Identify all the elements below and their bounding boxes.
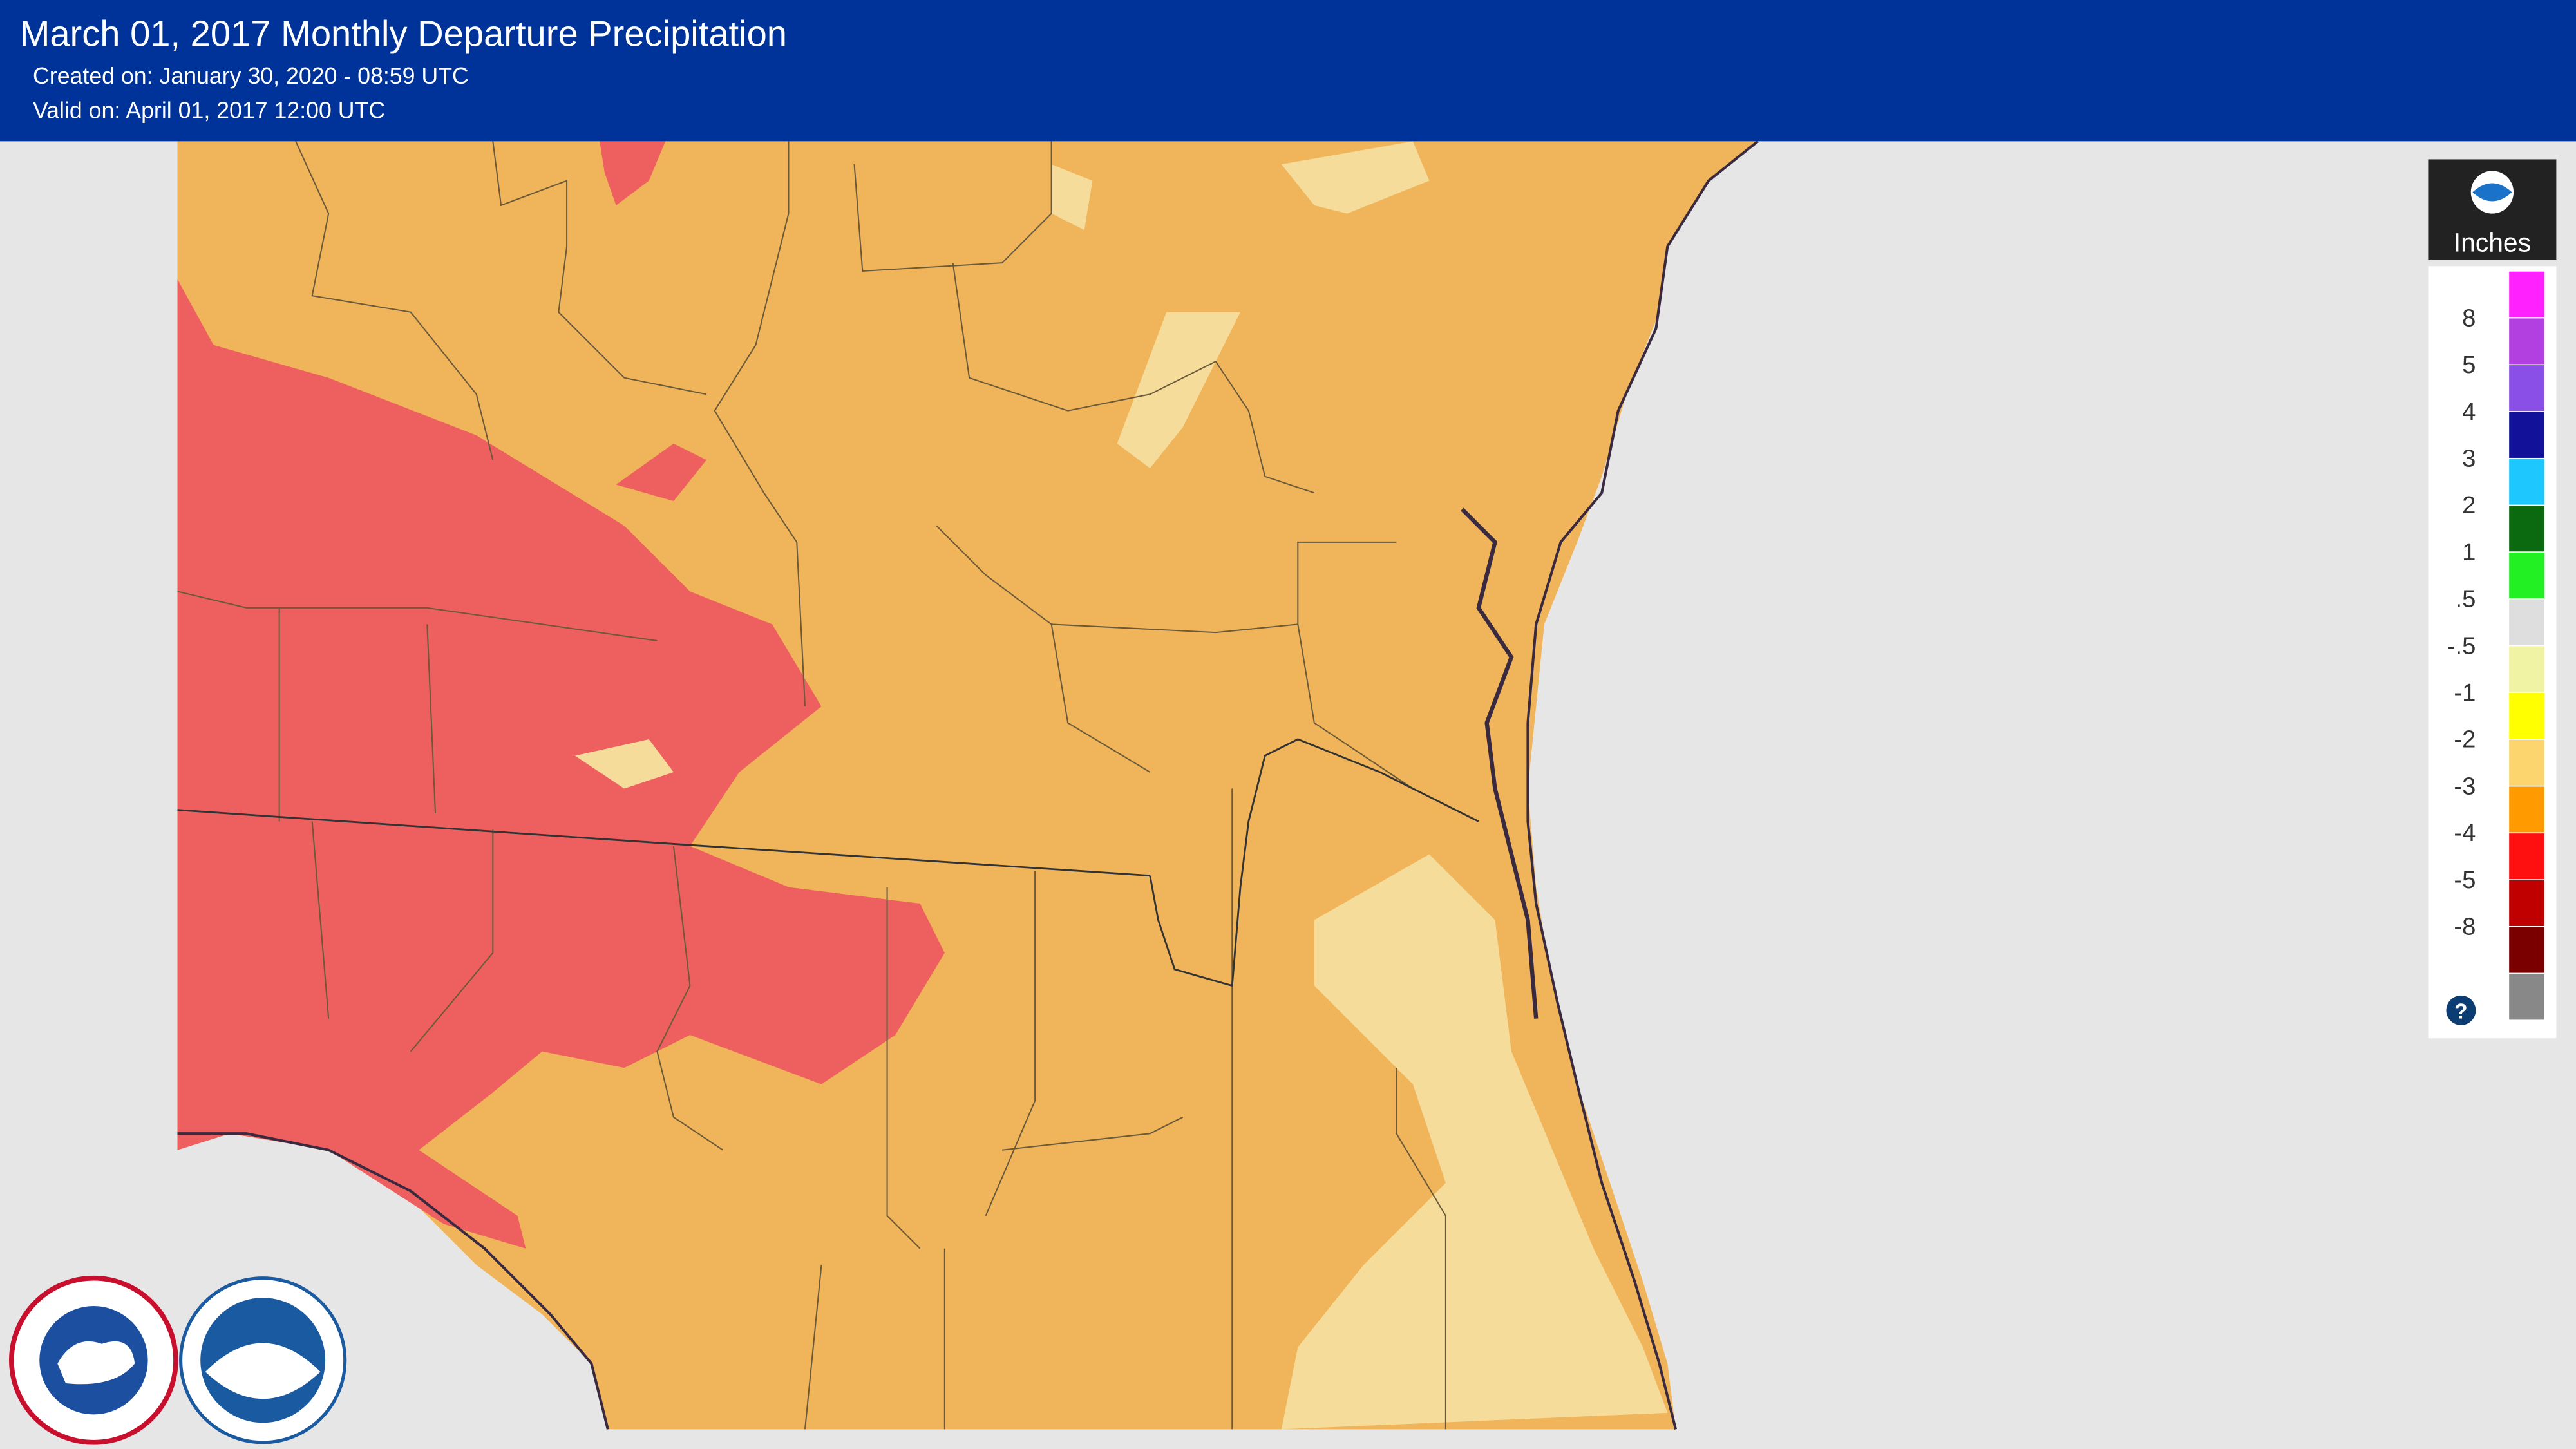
legend-swatch bbox=[2508, 270, 2546, 319]
legend-swatch bbox=[2508, 879, 2546, 927]
near-normal-area bbox=[1051, 164, 1093, 231]
near-normal-area bbox=[1281, 854, 1668, 1430]
dry-area-red bbox=[177, 279, 945, 1249]
near-normal-area bbox=[1117, 312, 1241, 469]
header-bar bbox=[0, 0, 2576, 142]
legend-swatch bbox=[2508, 551, 2546, 600]
legend-swatch bbox=[2508, 504, 2546, 553]
valid-date: Valid on: April 01, 2017 12:00 UTC bbox=[33, 98, 385, 124]
noaa-icon-bird bbox=[2472, 183, 2512, 202]
legend-swatch bbox=[2508, 598, 2546, 647]
near-normal-area bbox=[574, 739, 674, 789]
legend: Inches ? 8 5 4 3 2 1 .5 -.5 -1 -2 -3 -4 -5 -8 bbox=[2428, 159, 2557, 1039]
legend-swatch bbox=[2508, 972, 2546, 1021]
land bbox=[177, 141, 1758, 1430]
created-date: Created on: January 30, 2020 - 08:59 UTC bbox=[33, 63, 469, 89]
legend-label: -.5 bbox=[2447, 632, 2476, 659]
county-lines bbox=[177, 140, 1479, 1430]
legend-label: 2 bbox=[2462, 491, 2476, 519]
legend-swatch bbox=[2508, 692, 2546, 740]
header-title: March 01, 2017 Monthly Departure Precipi… bbox=[20, 13, 787, 53]
legend-swatch bbox=[2508, 411, 2546, 459]
legend-label: 5 bbox=[2462, 351, 2476, 379]
legend-label: -5 bbox=[2454, 866, 2476, 894]
legend-swatch bbox=[2508, 785, 2546, 834]
nws-logo-cloud bbox=[57, 1341, 135, 1385]
noaa-logo-bird bbox=[205, 1343, 321, 1399]
legend-swatch bbox=[2508, 317, 2546, 366]
dry-area-red bbox=[616, 443, 706, 502]
marsh-coast bbox=[1461, 507, 1539, 1019]
legend-swatch bbox=[2508, 645, 2546, 694]
legend-swatch bbox=[2508, 739, 2546, 787]
map bbox=[177, 140, 1759, 1430]
legend-swatch bbox=[2508, 926, 2546, 974]
nws-logo bbox=[9, 1275, 178, 1445]
legend-label: 4 bbox=[2462, 398, 2476, 426]
legend-label: 3 bbox=[2462, 444, 2476, 472]
legend-label: -1 bbox=[2454, 679, 2476, 706]
help-button[interactable] bbox=[2446, 995, 2476, 1025]
legend-label: -8 bbox=[2454, 913, 2476, 941]
legend-label: 8 bbox=[2462, 304, 2476, 332]
legend-swatch bbox=[2508, 457, 2546, 506]
legend-title: Inches bbox=[2454, 227, 2531, 257]
legend-label: 1 bbox=[2462, 538, 2476, 566]
legend-label: -3 bbox=[2454, 772, 2476, 800]
legend-label: -4 bbox=[2454, 819, 2476, 847]
help-icon[interactable]: ? bbox=[2454, 1000, 2467, 1024]
legend-label: -2 bbox=[2454, 726, 2476, 753]
noaa-logo bbox=[179, 1276, 347, 1444]
coastline bbox=[177, 140, 1759, 1430]
legend-swatch bbox=[2508, 832, 2546, 880]
legend-label: .5 bbox=[2455, 585, 2476, 613]
legend-swatch bbox=[2508, 364, 2546, 412]
dry-area-red bbox=[600, 141, 666, 205]
